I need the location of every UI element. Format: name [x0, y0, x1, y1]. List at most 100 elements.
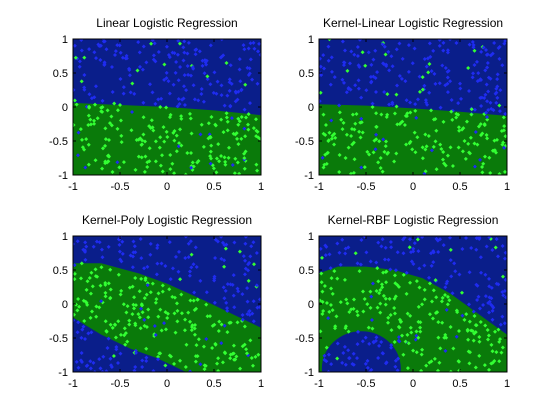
point-blue: [181, 58, 186, 63]
point-blue: [124, 53, 129, 58]
point-blue: [487, 310, 492, 315]
point-blue: [459, 96, 464, 101]
point-blue: [192, 97, 197, 102]
point-green: [502, 169, 507, 174]
point-green: [424, 144, 429, 149]
point-green: [157, 145, 162, 150]
point-blue: [326, 352, 331, 357]
point-blue: [199, 86, 204, 91]
point-blue: [346, 348, 351, 353]
point-blue: [255, 49, 260, 54]
point-blue: [417, 266, 422, 271]
point-green: [423, 169, 428, 174]
point-green: [144, 346, 149, 351]
point-green: [445, 302, 450, 307]
point-green: [411, 348, 416, 353]
point-blue: [485, 99, 490, 104]
point-blue: [483, 294, 488, 299]
point-blue: [144, 355, 149, 360]
point-green: [156, 354, 161, 359]
point-green: [419, 352, 424, 357]
point-green: [479, 133, 484, 138]
point-blue: [326, 316, 331, 321]
point-green: [413, 150, 418, 155]
point-blue: [478, 255, 483, 260]
point-green: [137, 315, 142, 320]
point-blue: [184, 88, 189, 93]
point-blue: [478, 95, 483, 100]
point-green: [412, 130, 417, 135]
point-blue: [445, 81, 450, 86]
point-green: [188, 298, 193, 303]
point-blue: [176, 249, 181, 254]
point-green: [190, 323, 195, 328]
point-green: [100, 146, 105, 151]
subplot-title: Kernel-Linear Logistic Regression: [323, 16, 503, 30]
point-blue: [240, 312, 245, 317]
point-green: [168, 152, 173, 157]
point-green: [129, 128, 134, 133]
point-blue: [116, 361, 121, 366]
point-blue: [494, 100, 499, 105]
point-green: [119, 140, 124, 145]
point-blue: [381, 351, 386, 356]
point-green: [471, 338, 476, 343]
point-blue: [485, 65, 490, 70]
point-blue: [155, 243, 160, 248]
point-green: [433, 278, 438, 283]
point-green: [334, 314, 339, 319]
point-green: [472, 141, 477, 146]
point-green: [365, 149, 370, 154]
point-green: [327, 39, 332, 42]
point-blue: [422, 263, 427, 268]
point-green: [337, 152, 342, 157]
point-green: [246, 112, 251, 117]
point-blue: [422, 83, 427, 88]
point-green: [436, 320, 441, 325]
point-blue: [420, 236, 425, 239]
point-green: [486, 333, 491, 338]
point-green: [418, 320, 423, 325]
point-blue: [503, 39, 507, 43]
point-blue: [327, 252, 332, 257]
x-tick-label: 1: [258, 181, 264, 193]
point-green: [73, 312, 76, 317]
point-green: [358, 135, 363, 140]
point-green: [406, 341, 411, 346]
point-green: [86, 123, 91, 128]
x-tick-label: -1: [314, 181, 324, 193]
point-blue: [443, 348, 448, 353]
point-green: [189, 252, 194, 257]
point-green: [73, 55, 78, 60]
point-green: [151, 128, 156, 133]
point-green: [209, 143, 214, 148]
point-blue: [404, 270, 409, 275]
point-green: [408, 325, 413, 330]
point-blue: [340, 237, 345, 242]
point-blue: [141, 100, 146, 105]
point-green: [374, 124, 379, 129]
point-green: [255, 129, 260, 134]
point-green: [353, 121, 358, 126]
point-green: [92, 118, 97, 123]
point-green: [487, 367, 492, 372]
point-blue: [84, 244, 89, 249]
point-blue: [198, 362, 203, 367]
point-blue: [341, 350, 346, 355]
point-blue: [501, 293, 506, 298]
point-blue: [110, 90, 115, 95]
point-green: [382, 149, 387, 154]
point-green: [119, 288, 124, 293]
y-tick-label: -1: [58, 170, 68, 182]
point-green: [329, 276, 334, 281]
point-green: [111, 354, 116, 359]
point-blue: [140, 67, 145, 72]
point-blue: [201, 99, 206, 104]
point-blue: [191, 262, 196, 267]
point-green: [154, 297, 159, 302]
subplot-4: -1-1 -0.5 -0.5 0 0 0.5 0.5 1 1 Kernel-RBF Logisti…: [295, 213, 510, 390]
point-green: [246, 127, 251, 132]
point-green: [211, 166, 216, 171]
point-green: [242, 324, 247, 329]
point-blue: [240, 292, 245, 297]
